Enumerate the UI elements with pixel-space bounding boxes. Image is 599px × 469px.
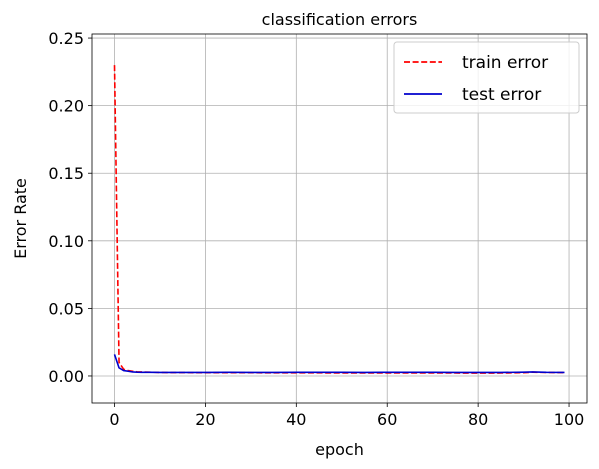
- legend-label-test-error: test error: [462, 85, 541, 105]
- chart-title: classification errors: [262, 10, 418, 29]
- y-tick-label: 0.20: [48, 97, 84, 116]
- x-tick-label: 0: [109, 410, 119, 429]
- y-tick-label: 0.25: [48, 29, 84, 48]
- legend-box: [393, 41, 580, 114]
- legend-label-train-error: train error: [462, 53, 548, 73]
- axis-ticks: 0 20 40 60 80 100 0.00 0.05 0.10 0.15 0.20 0.25: [48, 29, 584, 429]
- x-tick-label: 80: [468, 410, 488, 429]
- x-tick-label: 60: [377, 410, 397, 429]
- x-tick-label: 20: [195, 410, 215, 429]
- y-tick-label: 0.00: [48, 367, 84, 386]
- x-tick-label: 100: [554, 410, 585, 429]
- y-tick-label: 0.15: [48, 164, 84, 183]
- x-axis-label: epoch: [315, 440, 364, 459]
- series-lines: [113, 65, 565, 374]
- test-error-line: [113, 354, 565, 374]
- y-tick-label: 0.05: [48, 299, 84, 318]
- legend: train error test error: [393, 41, 580, 114]
- y-axis-label: Error Rate: [11, 178, 30, 259]
- y-tick-label: 0.10: [48, 232, 84, 251]
- plot-area-frame: [91, 33, 588, 404]
- x-tick-label: 40: [286, 410, 306, 429]
